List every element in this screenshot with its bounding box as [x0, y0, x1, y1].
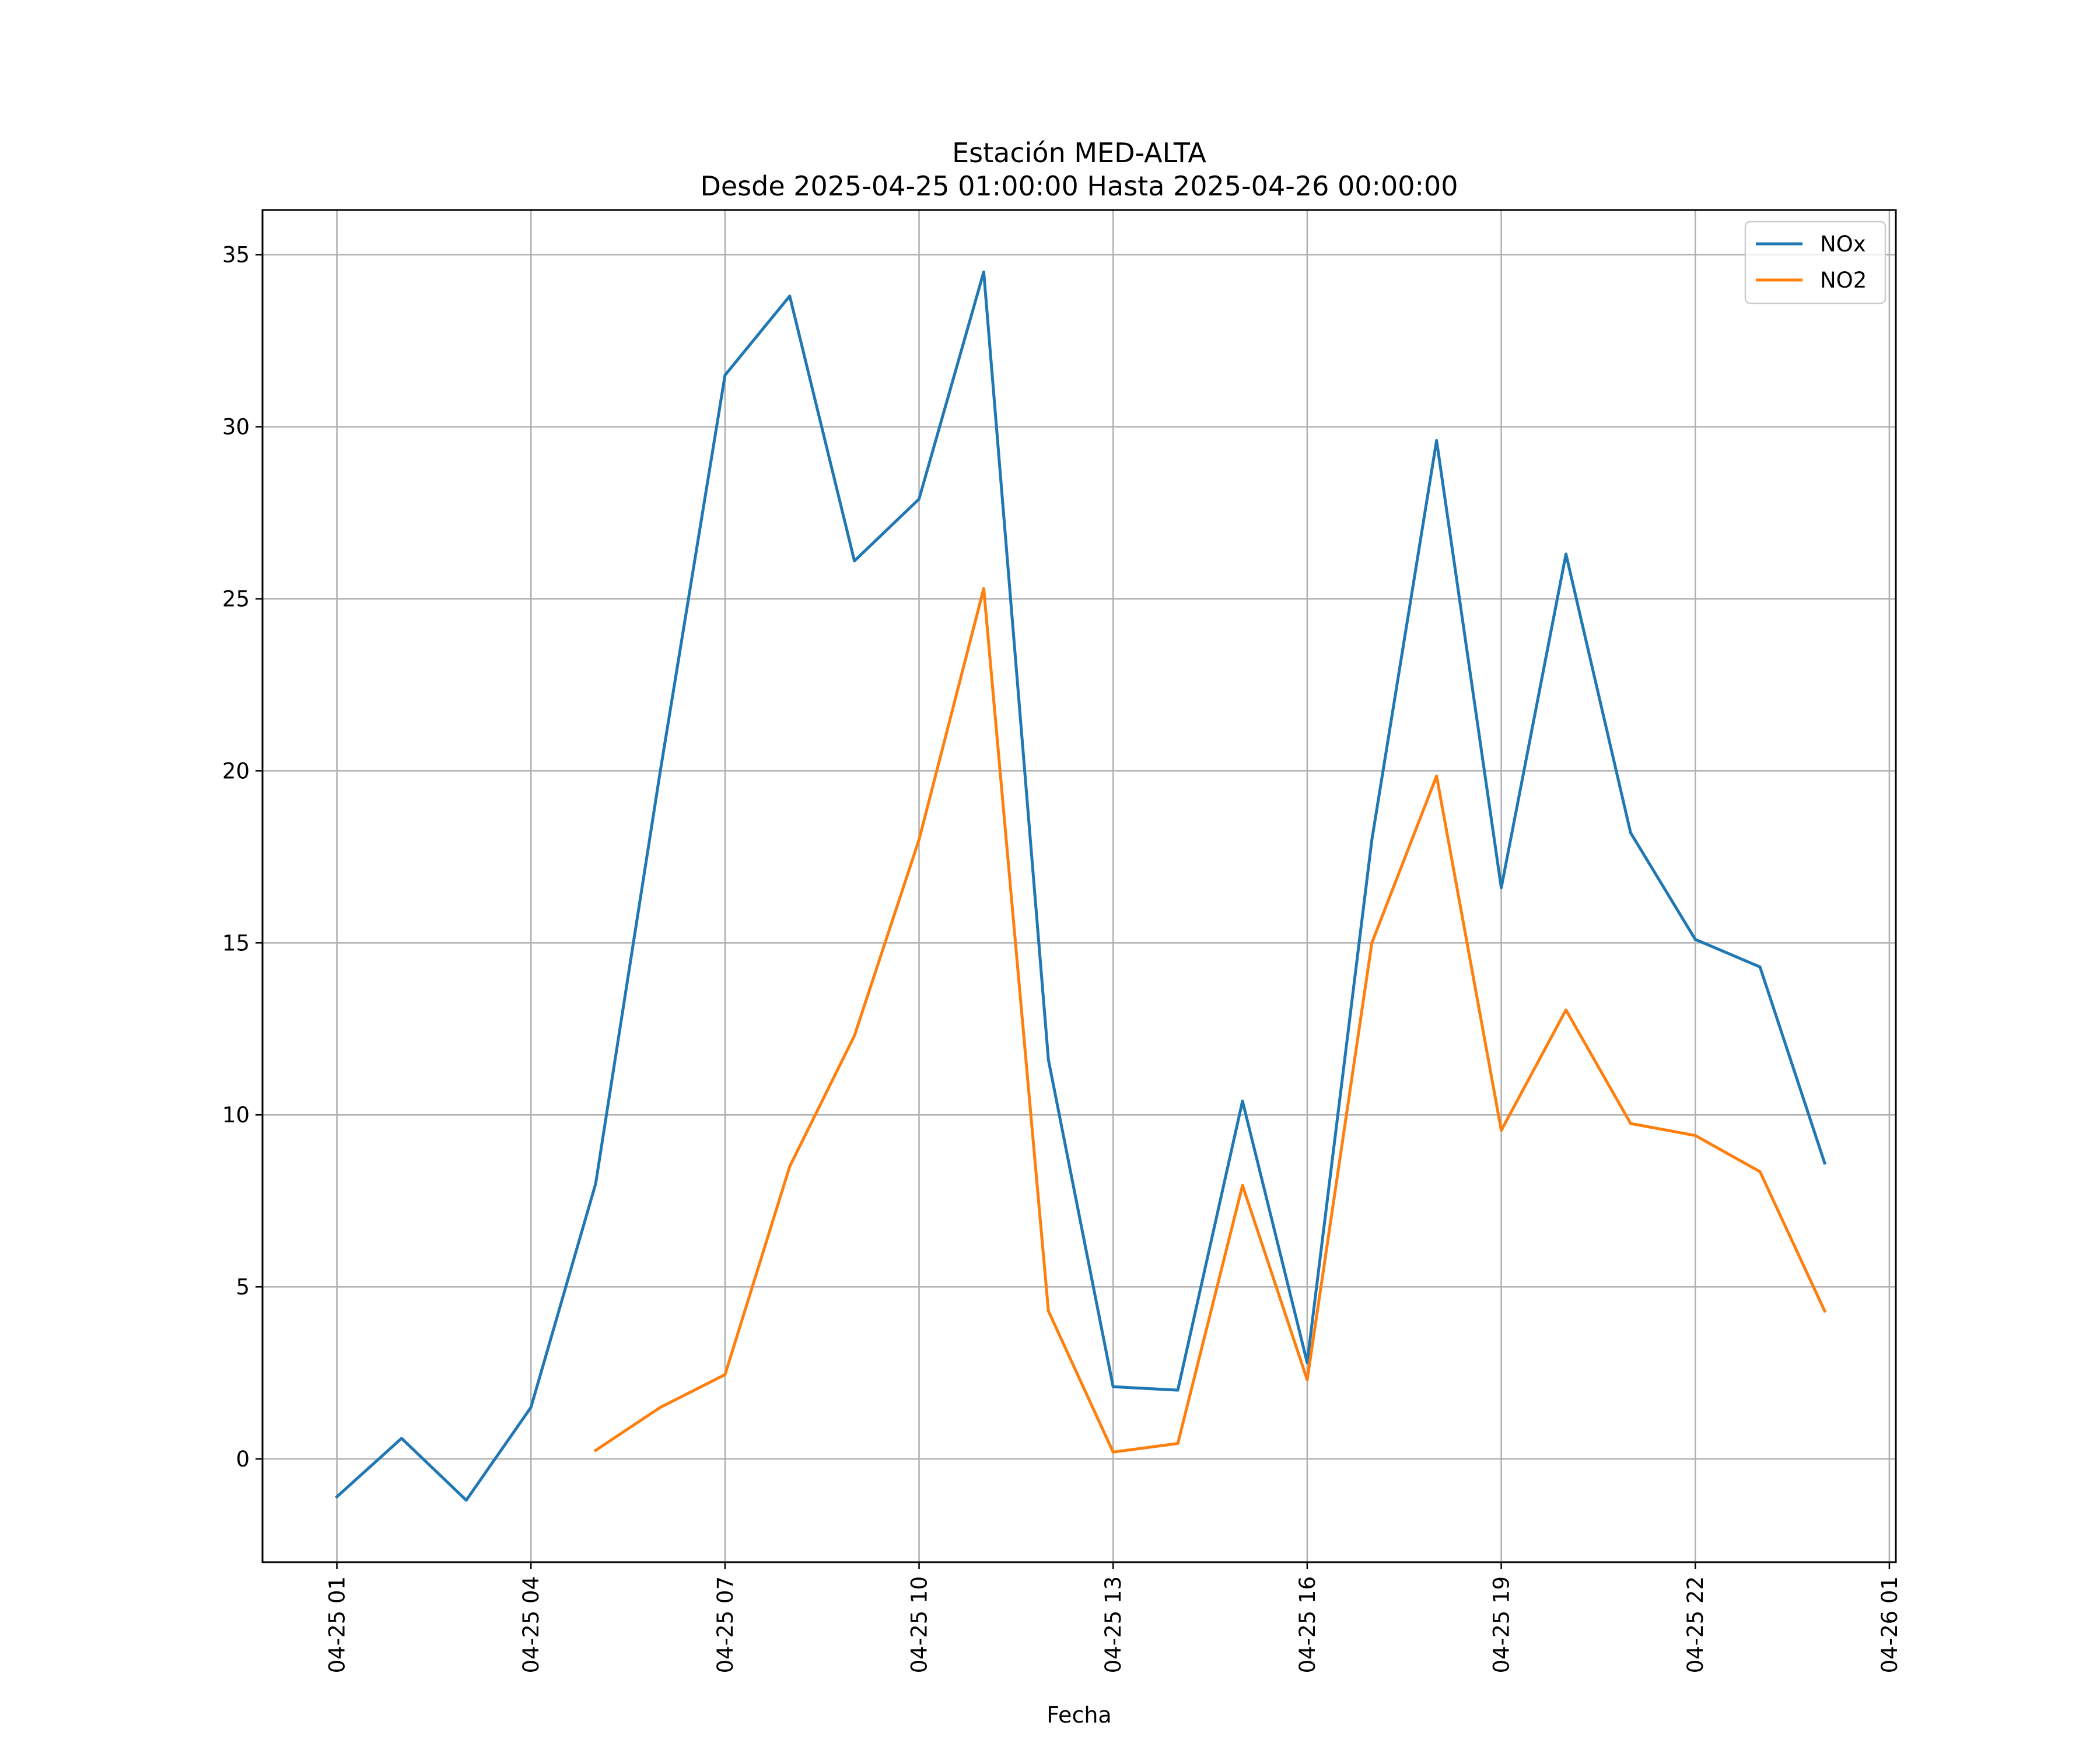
legend-label-no2: NO2	[1820, 268, 1867, 293]
series-layer	[334, 270, 1827, 1502]
legend: NOx NO2	[1744, 220, 1887, 304]
y-tick-label: 25	[222, 586, 250, 611]
x-tick-label: 04-25 16	[1295, 1576, 1320, 1673]
y-axis: 0 5 10 15 20 25 30 35	[222, 243, 262, 1472]
y-tick-label: 15	[222, 930, 250, 956]
series-line-nox	[334, 270, 1827, 1502]
series-line-no2	[593, 587, 1827, 1454]
y-tick-label: 35	[222, 243, 250, 268]
legend-box	[1744, 220, 1887, 304]
x-axis-title: Fecha	[1046, 1702, 1111, 1728]
x-tick-label: 04-25 22	[1683, 1576, 1708, 1673]
y-tick-label: 10	[222, 1102, 250, 1128]
x-tick-label: 04-25 01	[325, 1576, 350, 1673]
chart-title: Estación MED-ALTA	[952, 137, 1206, 169]
x-tick-label: 04-25 10	[907, 1576, 932, 1673]
x-tick-label: 04-25 13	[1101, 1576, 1126, 1673]
x-tick-label: 04-25 04	[519, 1576, 544, 1673]
x-tick-label: 04-25 07	[713, 1576, 738, 1673]
y-tick-label: 30	[222, 415, 250, 440]
y-tick-label: 0	[236, 1447, 250, 1472]
y-tick-label: 20	[222, 758, 250, 783]
x-axis: 04-25 01 04-25 04 04-25 07 04-25 10 04-25 13…	[325, 1562, 1902, 1673]
chart-subtitle: Desde 2025-04-25 01:00:00 Hasta 2025-04-…	[700, 170, 1458, 202]
plot-frame	[261, 209, 1897, 1563]
x-tick-label: 04-26 01	[1877, 1576, 1902, 1673]
legend-label-nox: NOx	[1820, 232, 1866, 257]
x-tick-label: 04-25 19	[1489, 1576, 1514, 1673]
plot-area	[262, 210, 1896, 1562]
y-tick-label: 5	[236, 1275, 250, 1300]
